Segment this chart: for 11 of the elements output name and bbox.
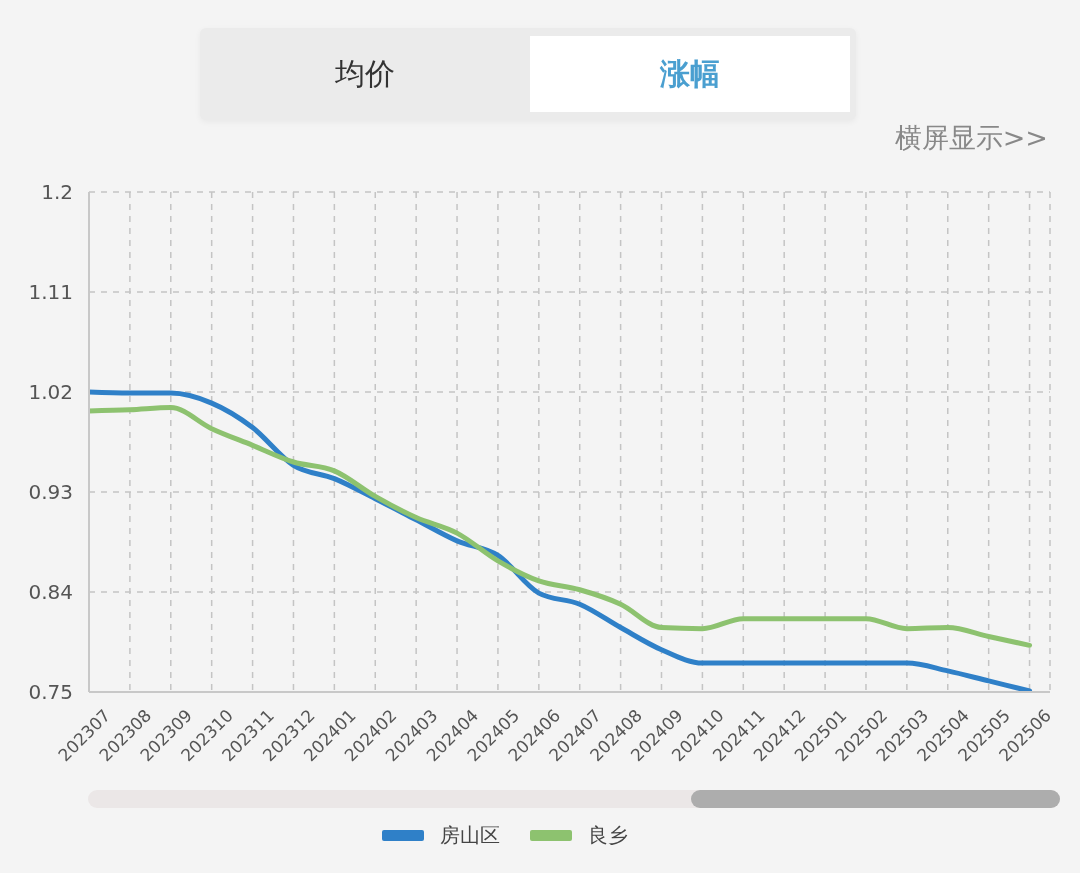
- y-tick-label: 1.02: [28, 380, 73, 405]
- y-tick-label: 0.84: [28, 580, 73, 605]
- tab-switcher: 均价 涨幅: [200, 28, 856, 120]
- text: 横屏显示>>: [894, 121, 1048, 155]
- selected-tab: 涨幅: [530, 36, 850, 112]
- y-tick-label: 0.75: [28, 680, 73, 705]
- y-tick-label: 1.11: [28, 280, 73, 305]
- y-tick-label: 1.2: [41, 180, 73, 205]
- y-tick-label: 0.93: [28, 480, 73, 505]
- legend-label: 房山区: [440, 822, 500, 849]
- legend-label: 良乡: [588, 822, 628, 849]
